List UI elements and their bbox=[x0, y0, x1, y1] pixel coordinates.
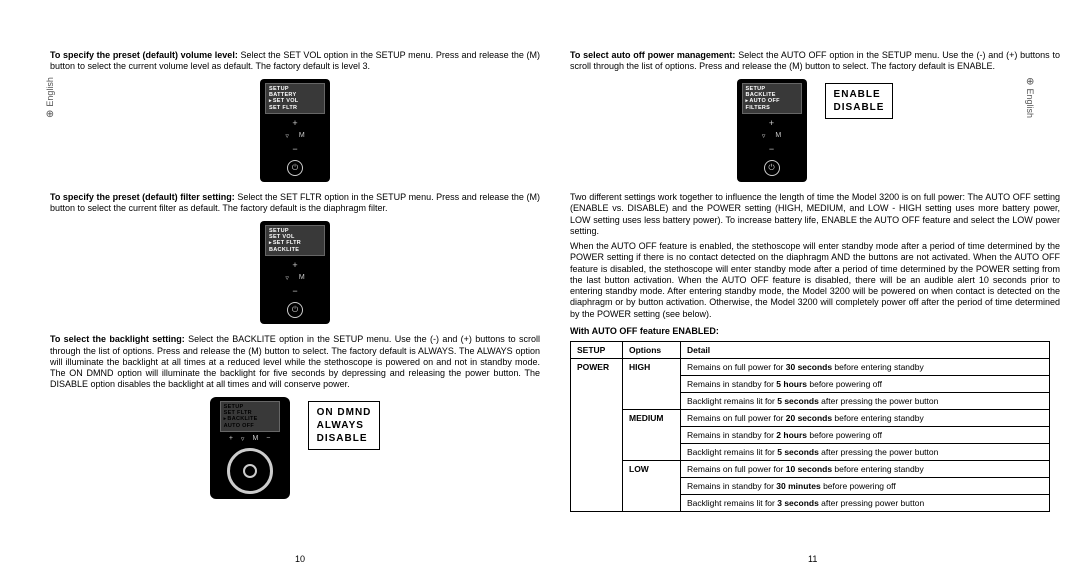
device-illus-2: SETUP SET VOL SET FLTR BACKLITE + ▿ M − … bbox=[50, 221, 540, 325]
page-11: To select auto off power management: Sel… bbox=[570, 50, 1060, 512]
para-backlight: To select the backlight setting: Select … bbox=[50, 334, 540, 390]
detail-cell: Remains in standby for 5 hours before po… bbox=[681, 376, 1050, 393]
lcd-screen: SETUP BACKLITE AUTO OFF FILTERS bbox=[742, 83, 802, 115]
minus-icon: − bbox=[769, 144, 774, 154]
lcd-screen: SETUP SET FLTR BACKLITE AUTO OFF bbox=[220, 401, 280, 433]
m-button: M bbox=[299, 274, 305, 282]
m-button: M bbox=[775, 132, 781, 140]
page-number-right: 11 bbox=[808, 554, 817, 564]
lcd-screen: SETUP BATTERY SET VOL SET FLTR bbox=[265, 83, 325, 115]
power-icon: ⏻ bbox=[287, 160, 303, 176]
table-row: LOWRemains on full power for 10 seconds … bbox=[571, 461, 1050, 478]
detail-cell: Remains on full power for 10 seconds bef… bbox=[681, 461, 1050, 478]
device-illus-1: SETUP BATTERY SET VOL SET FLTR + ▿ M − ⏻ bbox=[50, 79, 540, 183]
detail-cell: Backlight remains lit for 3 seconds afte… bbox=[681, 495, 1050, 512]
setup-cell: POWER bbox=[571, 359, 623, 512]
page-10: To specify the preset (default) volume l… bbox=[50, 50, 540, 509]
detail-cell: Remains in standby for 2 hours before po… bbox=[681, 427, 1050, 444]
detail-cell: Remains on full power for 30 seconds bef… bbox=[681, 359, 1050, 376]
detail-cell: Backlight remains lit for 5 seconds afte… bbox=[681, 393, 1050, 410]
table-header-row: SETUP Options Detail bbox=[571, 342, 1050, 359]
device-body: SETUP BATTERY SET VOL SET FLTR + ▿ M − ⏻ bbox=[260, 79, 330, 183]
plus-icon: + bbox=[229, 435, 233, 443]
para-autooff: To select auto off power management: Sel… bbox=[570, 50, 1060, 73]
option-cell: MEDIUM bbox=[623, 410, 681, 461]
filter-icon: ▿ bbox=[285, 274, 289, 282]
device-illus-4: SETUP BACKLITE AUTO OFF FILTERS + ▿ M − … bbox=[570, 79, 1060, 183]
filter-icon: ▿ bbox=[241, 435, 245, 443]
minus-icon: − bbox=[266, 435, 270, 443]
page-number-left: 10 bbox=[295, 554, 305, 564]
device-body-large: SETUP SET FLTR BACKLITE AUTO OFF + ▿ M − bbox=[210, 397, 290, 500]
power-settings-table: SETUP Options Detail POWERHIGHRemains on… bbox=[570, 341, 1050, 512]
detail-cell: Remains in standby for 30 minutes before… bbox=[681, 478, 1050, 495]
device-body: SETUP SET VOL SET FLTR BACKLITE + ▿ M − … bbox=[260, 221, 330, 325]
backlight-options-box: ON DMND ALWAYS DISABLE bbox=[308, 401, 381, 450]
option-cell: HIGH bbox=[623, 359, 681, 410]
lcd-screen: SETUP SET VOL SET FLTR BACKLITE bbox=[265, 225, 325, 257]
para-volume: To specify the preset (default) volume l… bbox=[50, 50, 540, 73]
table-title: With AUTO OFF feature ENABLED: bbox=[570, 326, 1060, 337]
para-power-explain-1: Two different settings work together to … bbox=[570, 192, 1060, 237]
bell-icon bbox=[227, 448, 273, 494]
autooff-options-box: ENABLE DISABLE bbox=[825, 83, 894, 119]
option-cell: LOW bbox=[623, 461, 681, 512]
m-button: M bbox=[299, 132, 305, 140]
minus-icon: − bbox=[292, 144, 297, 154]
plus-icon: + bbox=[292, 260, 297, 270]
device-illus-3: SETUP SET FLTR BACKLITE AUTO OFF + ▿ M −… bbox=[50, 397, 540, 500]
plus-icon: + bbox=[769, 118, 774, 128]
filter-icon: ▿ bbox=[285, 132, 289, 140]
detail-cell: Remains on full power for 20 seconds bef… bbox=[681, 410, 1050, 427]
power-icon: ⏻ bbox=[287, 302, 303, 318]
power-icon: ⏻ bbox=[764, 160, 780, 176]
para-filter: To specify the preset (default) filter s… bbox=[50, 192, 540, 215]
plus-icon: + bbox=[292, 118, 297, 128]
detail-cell: Backlight remains lit for 5 seconds afte… bbox=[681, 444, 1050, 461]
table-row: MEDIUMRemains on full power for 20 secon… bbox=[571, 410, 1050, 427]
table-row: POWERHIGHRemains on full power for 30 se… bbox=[571, 359, 1050, 376]
device-body: SETUP BACKLITE AUTO OFF FILTERS + ▿ M − … bbox=[737, 79, 807, 183]
filter-icon: ▿ bbox=[762, 132, 766, 140]
m-button: M bbox=[252, 435, 258, 443]
para-power-explain-2: When the AUTO OFF feature is enabled, th… bbox=[570, 241, 1060, 320]
minus-icon: − bbox=[292, 286, 297, 296]
